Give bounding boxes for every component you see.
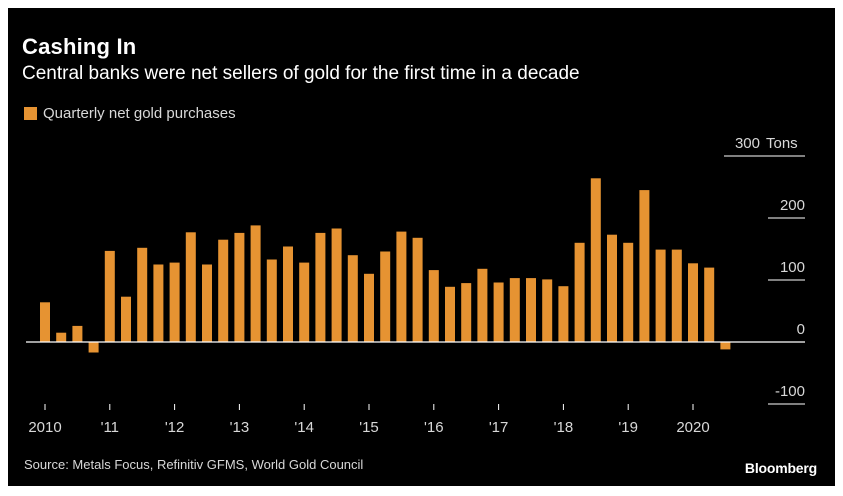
- bar-2013-q3: [266, 259, 277, 342]
- y-tick-label-300: 300: [735, 135, 760, 152]
- bar-2020-q3: [720, 342, 731, 350]
- chart-title: Cashing In: [22, 34, 137, 59]
- bar-2014-q4: [347, 255, 358, 342]
- bar-2019-q1: [623, 242, 634, 342]
- y-tick-label-200: 200: [780, 197, 805, 214]
- x-tick-label: '14: [294, 419, 314, 436]
- bar-2018-q3: [590, 178, 601, 342]
- chart-subtitle: Central banks were net sellers of gold f…: [22, 63, 580, 84]
- bar-2016-q3: [461, 283, 472, 342]
- bar-2017-q1: [493, 282, 504, 342]
- bar-2010-q1: [40, 302, 50, 342]
- x-tick-label: '13: [230, 419, 250, 436]
- bar-2020-q2: [704, 267, 715, 342]
- x-tick-label: '17: [489, 419, 509, 436]
- bar-2011-q2: [121, 296, 131, 342]
- bar-2011-q1: [104, 250, 115, 342]
- bar-2011-q4: [153, 264, 164, 342]
- x-axis: 2010 '11 '12 '13 '14 '15 '16 '17 '18 '19 2020: [28, 404, 710, 436]
- bar-2012-q3: [202, 264, 212, 342]
- bar-2017-q2: [509, 278, 520, 342]
- chart-frame: Cashing In Central banks were net seller…: [8, 8, 835, 486]
- y-axis: 300 Tons 200 100 0 -100: [724, 135, 805, 405]
- bar-2017-q3: [526, 278, 536, 342]
- x-tick-label: 2010: [28, 419, 61, 436]
- bar-2019-q3: [655, 249, 666, 342]
- x-tick-label: '19: [618, 419, 638, 436]
- bar-2014-q3: [331, 228, 342, 342]
- x-tick-label: '15: [359, 419, 379, 436]
- bar-chart: 300 Tons 200 100 0 -100 2010 '11 '12 '13 '14…: [26, 135, 805, 436]
- bar-2016-q1: [428, 270, 439, 342]
- bar-2016-q2: [445, 286, 455, 342]
- y-tick-label-neg100: -100: [775, 383, 805, 400]
- bloomberg-logo: Bloomberg: [744, 460, 817, 476]
- bar-2013-q4: [283, 246, 293, 342]
- y-tick-label-100: 100: [780, 259, 805, 276]
- y-tick-label-0: 0: [797, 321, 805, 338]
- bar-2019-q2: [639, 190, 650, 342]
- bar-2011-q3: [137, 247, 148, 342]
- bar-2010-q4: [88, 342, 99, 353]
- bar-2019-q4: [671, 249, 682, 342]
- legend-label: Quarterly net gold purchases: [43, 104, 236, 122]
- x-tick-label: '12: [165, 419, 185, 436]
- bar-2014-q2: [315, 232, 326, 342]
- bar-2020-q1: [688, 263, 698, 342]
- bar-2010-q2: [56, 332, 67, 342]
- legend-swatch: [24, 106, 37, 120]
- x-tick-label: 2020: [676, 419, 709, 436]
- bar-2015-q3: [396, 231, 407, 342]
- bar-series: [40, 178, 731, 353]
- bar-2018-q2: [574, 242, 585, 342]
- bar-2015-q1: [364, 273, 374, 342]
- bar-2018-q4: [607, 234, 617, 342]
- x-tick-label: '16: [424, 419, 444, 436]
- bar-2012-q2: [185, 232, 196, 342]
- chart-legend: Quarterly net gold purchases: [24, 104, 236, 122]
- bar-2015-q2: [380, 251, 391, 342]
- bar-2017-q4: [542, 279, 553, 342]
- bar-2013-q2: [250, 225, 261, 342]
- bar-2018-q1: [558, 286, 569, 342]
- bar-2013-q1: [234, 232, 245, 342]
- source-note: Source: Metals Focus, Refinitiv GFMS, Wo…: [24, 457, 364, 472]
- x-tick-label: '11: [101, 419, 119, 436]
- bar-2015-q4: [412, 237, 423, 342]
- bar-2016-q4: [477, 268, 488, 342]
- x-tick-label: '18: [554, 419, 574, 436]
- bar-2010-q3: [72, 325, 83, 342]
- bar-2012-q1: [169, 262, 180, 342]
- bar-2012-q4: [218, 239, 229, 342]
- bar-2014-q1: [299, 262, 310, 342]
- y-axis-unit-label: Tons: [766, 135, 798, 152]
